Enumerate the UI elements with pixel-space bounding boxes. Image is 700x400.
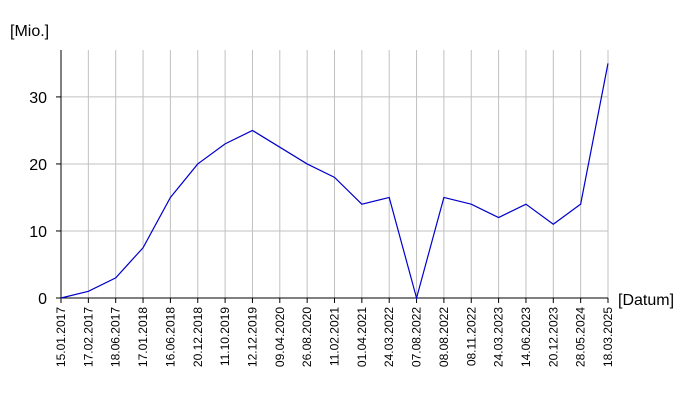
y-tick-label: 30 xyxy=(29,90,47,107)
x-tick-label: 18.03.2025 xyxy=(601,307,615,367)
data-line xyxy=(60,63,609,301)
y-tick-label: 20 xyxy=(29,157,47,174)
x-tick-label: 28.05.2024 xyxy=(574,307,588,367)
x-tick-label: 08.08.2022 xyxy=(437,307,451,367)
x-tick-label: 16.06.2018 xyxy=(163,307,177,367)
x-tick-label: 12.12.2019 xyxy=(245,307,259,367)
x-tick-label: 24.03.2023 xyxy=(492,307,506,367)
x-tick-label: 20.12.2018 xyxy=(191,307,205,367)
x-tick-label: 07.08.2022 xyxy=(410,307,424,367)
x-tick-label: 11.02.2021 xyxy=(328,307,342,366)
x-tick-label: 20.12.2023 xyxy=(546,307,560,367)
x-tick-label: 15.01.2017 xyxy=(54,307,68,367)
x-tick-label: 01.04.2021 xyxy=(355,307,369,367)
x-tick-label: 09.04.2020 xyxy=(273,307,287,367)
x-tick-label: 18.06.2017 xyxy=(109,307,123,367)
x-tick-label: 17.01.2018 xyxy=(136,307,150,367)
x-tick-label: 11.10.2019 xyxy=(218,307,232,366)
y-tick-label: 10 xyxy=(29,224,47,241)
x-tick-label: 26.08.2020 xyxy=(300,307,314,367)
x-axis-title: [Datum] xyxy=(618,292,674,309)
x-tick-label: 08.11.2022 xyxy=(464,307,478,366)
y-tick-label: 0 xyxy=(38,291,47,308)
y-axis-title: [Mio.] xyxy=(10,23,49,40)
x-tick-label: 14.06.2023 xyxy=(519,307,533,367)
x-tick-label: 24.03.2022 xyxy=(382,307,396,367)
x-tick-label: 17.02.2017 xyxy=(81,307,95,367)
